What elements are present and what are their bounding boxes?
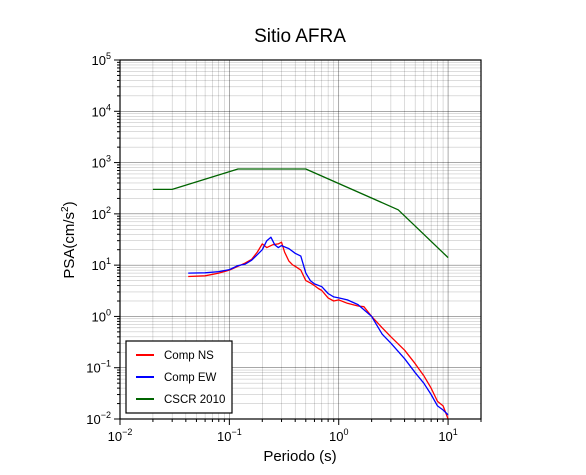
y-axis-label-base: PSA(cm/s — [61, 212, 78, 279]
y-tick-exponent: 2 — [106, 205, 111, 215]
y-tick-label: 101 — [92, 256, 111, 273]
y-tick-label: 10−1 — [86, 359, 111, 376]
y-tick-exponent: 0 — [106, 307, 111, 317]
legend-label: CSCR 2010 — [164, 394, 225, 406]
y-tick-base: 10 — [92, 53, 106, 68]
x-tick-exponent: 1 — [453, 427, 458, 437]
y-tick-label: 10−2 — [86, 410, 111, 427]
y-tick-base: 10 — [92, 156, 106, 171]
y-tick-base: 10 — [86, 412, 100, 427]
x-tick-base: 10 — [438, 429, 452, 444]
chart-title: Sitio AFRA — [254, 26, 346, 47]
y-tick-base: 10 — [92, 258, 106, 273]
x-tick-exponent: 0 — [343, 427, 348, 437]
y-tick-exponent: 3 — [106, 154, 111, 164]
x-tick-label: 10−1 — [217, 427, 242, 444]
x-axis-label: Periodo (s) — [263, 448, 336, 465]
x-tick-label: 100 — [329, 427, 348, 444]
y-tick-base: 10 — [92, 207, 106, 222]
x-tick-label: 101 — [438, 427, 457, 444]
y-tick-base: 10 — [92, 104, 106, 119]
y-tick-label: 100 — [92, 307, 111, 324]
series-line-comp-ns — [188, 241, 449, 420]
y-tick-label: 103 — [92, 154, 111, 171]
y-tick-exponent: 1 — [106, 256, 111, 266]
y-tick-base: 10 — [86, 361, 100, 376]
series-line-cscr-2010 — [152, 168, 449, 259]
legend-label: Comp NS — [164, 350, 214, 362]
plot-frame — [119, 59, 482, 420]
series-lines — [152, 168, 449, 420]
x-tick-base: 10 — [217, 429, 231, 444]
y-tick-exponent: 5 — [106, 51, 111, 61]
y-tick-base: 10 — [92, 309, 106, 324]
x-tick-base: 10 — [329, 429, 343, 444]
y-tick-exponent: −2 — [101, 410, 111, 420]
y-tick-exponent: −1 — [101, 359, 111, 369]
legend-label: Comp EW — [164, 372, 217, 384]
y-axis-label-sup: 2 — [60, 206, 71, 212]
y-axis-label-close: ) — [61, 201, 78, 206]
y-tick-label: 104 — [92, 102, 111, 119]
y-tick-exponent: 4 — [106, 102, 111, 112]
x-tick-label: 10−2 — [108, 427, 133, 444]
x-tick-base: 10 — [108, 429, 122, 444]
x-tick-exponent: −2 — [122, 427, 132, 437]
series-line-comp-ew — [188, 236, 449, 416]
legend: Comp NS Comp EW CSCR 2010 — [125, 340, 233, 414]
y-tick-label: 105 — [92, 51, 111, 68]
x-tick-exponent: −1 — [231, 427, 241, 437]
y-tick-label: 102 — [92, 205, 111, 222]
grid — [119, 59, 482, 420]
y-axis-label: PSA(cm/s2) — [60, 201, 78, 278]
